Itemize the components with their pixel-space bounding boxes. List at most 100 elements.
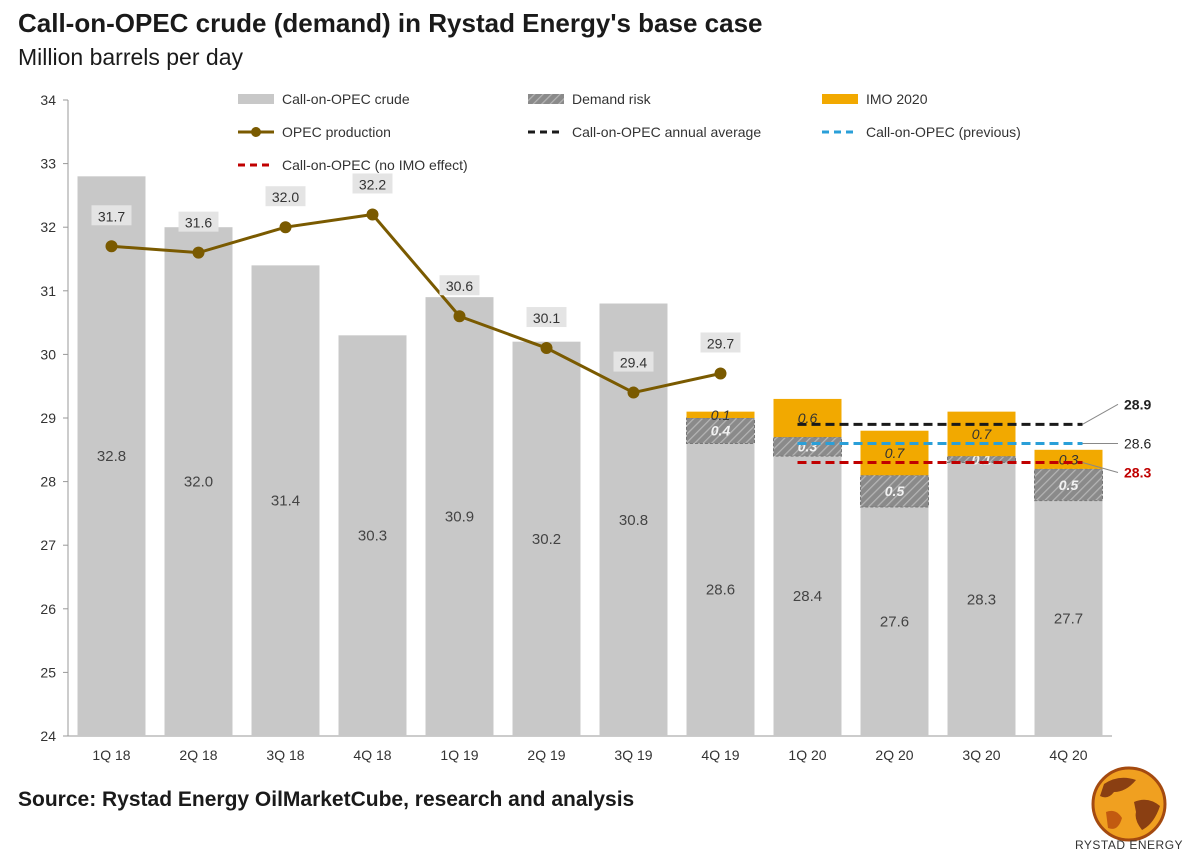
legend-label: IMO 2020 (866, 91, 928, 107)
legend-item: Call-on-OPEC crude (238, 91, 410, 107)
call-on-opec-chart: 24 25 26 27 28 29 30 31 32 33 34 1Q 18 2Q 18 3Q 18 4Q … (40, 91, 1151, 763)
y-tick-label: 26 (40, 601, 56, 617)
logo-text: RYSTAD ENERGY (1074, 838, 1184, 852)
opec-production-point (627, 386, 640, 399)
opec-label-box (613, 351, 654, 372)
y-tick-label: 32 (40, 219, 56, 235)
imo-label: 0.7 (885, 445, 906, 461)
bar-value-label: 32.0 (184, 474, 213, 491)
bar-imo-2020 (860, 430, 929, 476)
reference-line-label: 28.6 (1124, 435, 1151, 451)
imo-label: 0.3 (1059, 451, 1079, 467)
demand-risk-label: 0.5 (1059, 477, 1079, 493)
bar-call-on-opec (338, 335, 407, 736)
legend-swatch (528, 94, 564, 104)
bar-demand-risk (1034, 468, 1103, 502)
opec-production-point (192, 246, 205, 259)
callout-leader (1082, 403, 1119, 425)
callout-leader (1082, 462, 1119, 474)
opec-production-point (366, 208, 379, 221)
demand-risk-label: 0.3 (798, 439, 818, 455)
legend-item: OPEC production (238, 124, 391, 140)
opec-production-label: 31.7 (98, 208, 125, 224)
bar-call-on-opec (599, 303, 668, 736)
opec-production-point (453, 310, 466, 323)
x-tick-label: 4Q 20 (1049, 747, 1087, 763)
x-tick-label: 1Q 18 (92, 747, 130, 763)
reference-line-label: 28.9 (1124, 396, 1151, 412)
opec-label-box (352, 173, 393, 194)
bar-call-on-opec (1034, 500, 1103, 736)
bar-value-label: 28.6 (706, 582, 735, 599)
opec-label-box (700, 332, 741, 353)
legend-label: Call-on-OPEC (no IMO effect) (282, 157, 468, 173)
y-tick-label: 30 (40, 346, 56, 362)
bar-call-on-opec (773, 456, 842, 736)
chart-subtitle: Million barrels per day (18, 44, 243, 70)
reference-line-label: 28.3 (1124, 465, 1151, 481)
bar-call-on-opec (251, 265, 320, 736)
source-note: Source: Rystad Energy OilMarketCube, res… (18, 788, 635, 811)
bar-imo-2020 (686, 411, 755, 418)
opec-production-line (111, 212, 721, 395)
opec-label-box (439, 275, 480, 296)
opec-production-label: 32.2 (359, 176, 386, 192)
bar-value-label: 32.8 (97, 448, 126, 465)
rystad-globe-icon (1091, 766, 1167, 842)
bar-call-on-opec (77, 176, 146, 736)
y-tick-label: 25 (40, 664, 56, 680)
x-tick-label: 1Q 19 (440, 747, 478, 763)
bar-value-label: 31.4 (271, 493, 300, 510)
opec-label-box (526, 307, 567, 328)
opec-production-label: 31.6 (185, 215, 212, 231)
bar-value-label: 30.9 (445, 509, 474, 526)
bar-call-on-opec (164, 227, 233, 736)
bar-value-label: 28.3 (967, 591, 996, 608)
legend-item: Call-on-OPEC (no IMO effect) (238, 157, 468, 173)
legend-item: Call-on-OPEC annual average (528, 124, 761, 140)
y-tick-label: 34 (40, 92, 56, 108)
bar-imo-2020 (1034, 449, 1103, 469)
legend-item: Demand risk (528, 91, 652, 107)
opec-production-label: 29.4 (620, 355, 647, 371)
legend-swatch (238, 94, 274, 104)
bar-imo-2020 (947, 411, 1016, 457)
demand-risk-label: 0.4 (711, 423, 731, 439)
legend-label: Call-on-OPEC crude (282, 91, 410, 107)
y-tick-label: 29 (40, 410, 56, 426)
opec-label-box (178, 211, 219, 232)
opec-production-label: 32.0 (272, 189, 299, 205)
bar-call-on-opec (860, 507, 929, 736)
y-tick-label: 24 (40, 728, 56, 744)
legend-label: Call-on-OPEC annual average (572, 124, 761, 140)
bar-imo-2020 (773, 398, 842, 438)
x-tick-label: 4Q 18 (353, 747, 391, 763)
bar-call-on-opec (947, 462, 1016, 736)
x-tick-label: 3Q 20 (962, 747, 1000, 763)
legend-marker (251, 127, 261, 137)
legend-swatch (822, 94, 858, 104)
legend-label: OPEC production (282, 124, 391, 140)
legend-item: IMO 2020 (822, 91, 928, 107)
x-tick-label: 1Q 20 (788, 747, 826, 763)
bar-value-label: 27.7 (1054, 610, 1083, 627)
x-tick-label: 2Q 19 (527, 747, 565, 763)
x-tick-label: 2Q 18 (179, 747, 217, 763)
bar-value-label: 30.3 (358, 528, 387, 545)
bar-call-on-opec (425, 297, 494, 736)
opec-production-point (105, 240, 118, 253)
bar-value-label: 30.2 (532, 531, 561, 548)
bar-demand-risk (773, 436, 842, 457)
opec-production-point (279, 221, 292, 234)
bar-call-on-opec (686, 443, 755, 736)
bar-value-label: 27.6 (880, 614, 909, 631)
y-tick-label: 31 (40, 283, 56, 299)
imo-label: 0.1 (711, 407, 730, 423)
bar-demand-risk (860, 474, 929, 508)
x-tick-label: 2Q 20 (875, 747, 913, 763)
imo-label: 0.7 (972, 426, 993, 442)
bar-value-label: 30.8 (619, 512, 648, 529)
bar-call-on-opec (512, 341, 581, 736)
opec-production-label: 30.6 (446, 278, 473, 294)
demand-risk-label: 0.5 (885, 483, 905, 499)
